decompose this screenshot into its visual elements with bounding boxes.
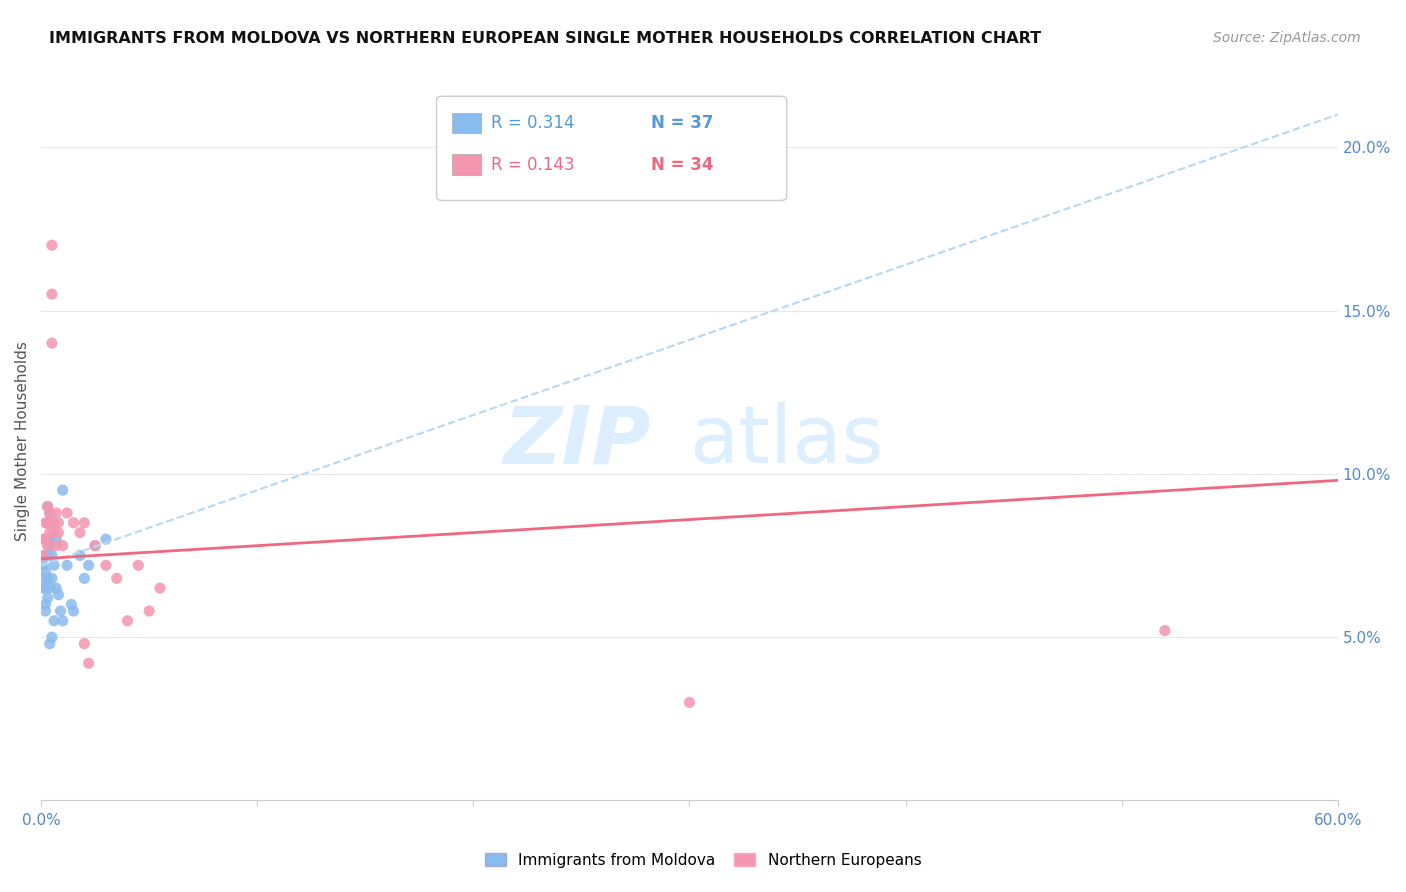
FancyBboxPatch shape <box>437 96 787 201</box>
Point <box>42 614 65 628</box>
Point <box>37 539 59 553</box>
Point <box>41 549 63 563</box>
Point <box>49 604 72 618</box>
Point <box>117 614 139 628</box>
Point <box>41 630 63 644</box>
Point <box>149 581 172 595</box>
Point <box>32 571 55 585</box>
Point <box>37 591 59 605</box>
Point <box>77 558 100 573</box>
Point <box>38 506 60 520</box>
Point <box>60 598 83 612</box>
Text: IMMIGRANTS FROM MOLDOVA VS NORTHERN EUROPEAN SINGLE MOTHER HOUSEHOLDS CORRELATIO: IMMIGRANTS FROM MOLDOVA VS NORTHERN EURO… <box>49 31 1042 46</box>
Point <box>34 604 56 618</box>
Point <box>38 581 60 595</box>
Point <box>48 525 70 540</box>
Point <box>56 558 79 573</box>
Point <box>37 500 59 514</box>
Point <box>32 549 55 563</box>
Point <box>45 532 67 546</box>
Point <box>138 604 160 618</box>
Point <box>38 637 60 651</box>
Point <box>94 558 117 573</box>
Point <box>52 539 75 553</box>
Point <box>73 571 96 585</box>
Point <box>42 525 65 540</box>
Point <box>38 506 60 520</box>
Point <box>41 336 63 351</box>
Point <box>45 581 67 595</box>
Point <box>38 539 60 553</box>
Text: atlas: atlas <box>689 402 884 480</box>
Point <box>73 516 96 530</box>
Point <box>42 558 65 573</box>
Y-axis label: Single Mother Households: Single Mother Households <box>15 342 30 541</box>
Point <box>37 516 59 530</box>
Point <box>37 500 59 514</box>
Point <box>52 483 75 498</box>
Point <box>37 571 59 585</box>
Point <box>84 539 107 553</box>
Point <box>84 539 107 553</box>
Point <box>105 571 128 585</box>
Point <box>32 581 55 595</box>
Text: Source: ZipAtlas.com: Source: ZipAtlas.com <box>1213 31 1361 45</box>
Point <box>41 238 63 252</box>
Text: R = 0.314: R = 0.314 <box>491 114 575 132</box>
Point <box>56 506 79 520</box>
Point <box>37 532 59 546</box>
Point <box>42 516 65 530</box>
Point <box>77 657 100 671</box>
Bar <box>453 112 481 133</box>
Point <box>34 581 56 595</box>
Point <box>73 637 96 651</box>
Text: ZIP: ZIP <box>503 402 651 480</box>
Point <box>41 287 63 301</box>
Point <box>34 565 56 579</box>
Point <box>94 532 117 546</box>
Text: N = 34: N = 34 <box>651 155 713 174</box>
Point <box>48 516 70 530</box>
Point <box>69 525 91 540</box>
Point <box>69 549 91 563</box>
Point <box>127 558 149 573</box>
Point <box>34 549 56 563</box>
Point <box>1154 624 1177 638</box>
Point <box>62 604 84 618</box>
Point <box>32 558 55 573</box>
Legend: Immigrants from Moldova, Northern Europeans: Immigrants from Moldova, Northern Europe… <box>478 847 928 873</box>
Point <box>41 571 63 585</box>
Point <box>34 598 56 612</box>
Text: R = 0.143: R = 0.143 <box>491 155 575 174</box>
Point <box>48 588 70 602</box>
Point <box>678 696 700 710</box>
Point <box>62 516 84 530</box>
Point <box>45 506 67 520</box>
Point <box>37 516 59 530</box>
Point <box>38 525 60 540</box>
Bar <box>453 154 481 175</box>
Point <box>52 614 75 628</box>
Point <box>45 539 67 553</box>
Point <box>34 516 56 530</box>
Point <box>37 549 59 563</box>
Point <box>32 532 55 546</box>
Text: N = 37: N = 37 <box>651 114 713 132</box>
Point <box>34 532 56 546</box>
